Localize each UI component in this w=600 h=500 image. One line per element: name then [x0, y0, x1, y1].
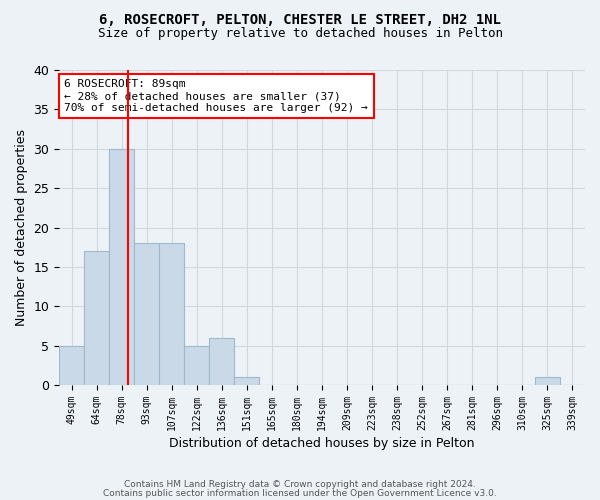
Bar [134, 244, 160, 385]
Text: Contains HM Land Registry data © Crown copyright and database right 2024.: Contains HM Land Registry data © Crown c… [124, 480, 476, 489]
Bar [84, 251, 109, 385]
Text: 6 ROSECROFT: 89sqm
← 28% of detached houses are smaller (37)
70% of semi-detache: 6 ROSECROFT: 89sqm ← 28% of detached hou… [64, 80, 368, 112]
Bar [235, 377, 259, 385]
Bar [109, 149, 134, 385]
Text: Size of property relative to detached houses in Pelton: Size of property relative to detached ho… [97, 28, 503, 40]
Bar [184, 346, 209, 385]
Text: 6, ROSECROFT, PELTON, CHESTER LE STREET, DH2 1NL: 6, ROSECROFT, PELTON, CHESTER LE STREET,… [99, 12, 501, 26]
X-axis label: Distribution of detached houses by size in Pelton: Distribution of detached houses by size … [169, 437, 475, 450]
Bar [160, 244, 184, 385]
Y-axis label: Number of detached properties: Number of detached properties [15, 129, 28, 326]
Text: Contains public sector information licensed under the Open Government Licence v3: Contains public sector information licen… [103, 488, 497, 498]
Bar [535, 377, 560, 385]
Bar [59, 346, 84, 385]
Bar [209, 338, 235, 385]
